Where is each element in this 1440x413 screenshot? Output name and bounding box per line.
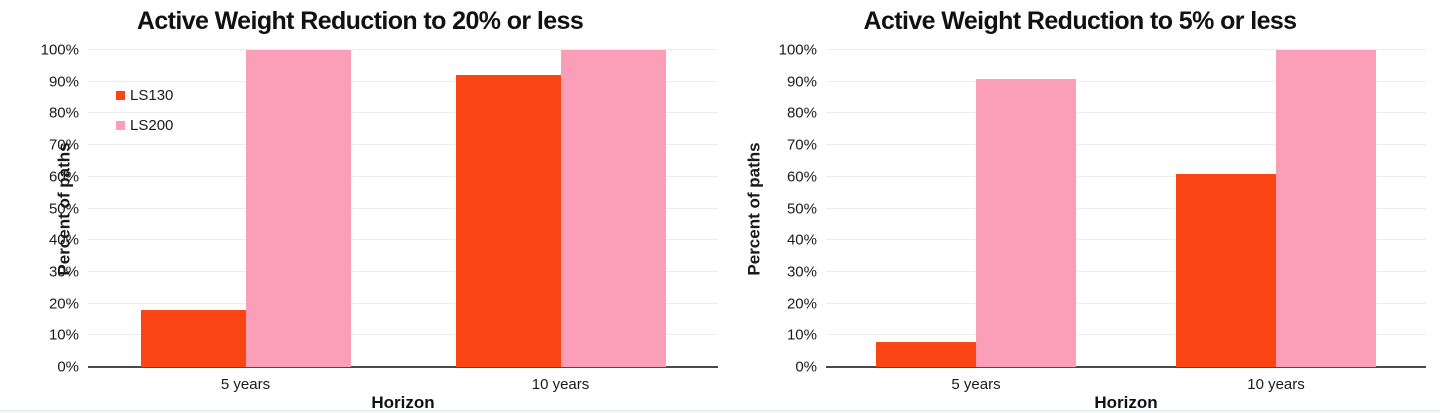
bar-ls200-10-years <box>560 50 666 367</box>
y-tick-label-30: 30% <box>48 263 79 281</box>
bar-ls130-10-years <box>1176 173 1276 367</box>
gridline-10 <box>88 334 718 336</box>
plot-area: Horizon 0% 10% 20% 30% 40% 50% 60% 70% 80% 90% 100… <box>779 43 1426 412</box>
gridline-50 <box>826 207 1426 209</box>
gridline-70 <box>826 144 1426 146</box>
x-tick-label-5-years: 5 years <box>220 376 271 393</box>
y-tick-label-70: 70% <box>48 136 79 154</box>
gridline-40 <box>88 239 718 241</box>
gridline-30 <box>88 270 718 272</box>
bottom-edge-strip <box>0 410 1440 413</box>
gridline-20 <box>88 302 718 304</box>
legend-item-ls200: LS200 <box>116 116 173 134</box>
legend-item-ls130: LS130 <box>116 86 173 104</box>
gridline-80 <box>826 112 1426 114</box>
chart-title: Active Weight Reduction to 5% or less <box>863 7 1298 35</box>
gridline-90 <box>88 80 718 82</box>
gridline-90 <box>826 80 1426 82</box>
legend-label-ls200: LS200 <box>130 116 174 134</box>
bar-ls130-5-years <box>140 309 246 367</box>
x-axis-line <box>88 366 718 368</box>
y-tick-label-50: 50% <box>786 200 817 217</box>
gridline-60 <box>88 175 718 177</box>
y-axis-title: Percent of paths <box>744 50 766 367</box>
gridline-100 <box>826 49 1426 50</box>
y-tick-label-80: 80% <box>786 104 817 122</box>
bar-ls200-5-years <box>976 78 1076 367</box>
x-axis-line <box>826 366 1426 368</box>
plot-area: Horizon 0% 10% 20% 30% 40% 50% 60% 70% 80% 90% 100… <box>41 43 718 412</box>
y-tick-label-0: 0% <box>57 358 79 376</box>
bar-ls130-5-years <box>876 341 976 367</box>
gridline-100 <box>88 49 718 50</box>
gridline-80 <box>88 112 718 114</box>
y-axis-title-text: Percent of paths <box>745 141 765 276</box>
y-tick-label-20: 20% <box>48 295 79 313</box>
legend-swatch-ls200 <box>116 120 125 130</box>
bar-ls200-5-years <box>245 50 351 367</box>
legend-label-ls130: LS130 <box>130 86 174 104</box>
chart-title: Active Weight Reduction to 20% or less <box>136 7 584 35</box>
bar-ls130-10-years <box>455 75 561 367</box>
gridline-60 <box>826 175 1426 177</box>
y-tick-label-100: 100% <box>778 41 817 59</box>
y-tick-label-60: 60% <box>786 168 817 186</box>
y-tick-label-50: 50% <box>48 200 79 217</box>
legend-swatch-ls130 <box>116 90 125 100</box>
gridline-50 <box>88 207 718 209</box>
chart-weight-reduction-5pct: Active Weight Reduction to 5% or less Pe… <box>720 0 1440 412</box>
y-tick-label-20: 20% <box>786 295 817 313</box>
y-tick-label-40: 40% <box>48 231 79 249</box>
chart-weight-reduction-20pct: Active Weight Reduction to 20% or less P… <box>0 0 720 412</box>
y-tick-label-100: 100% <box>40 41 79 59</box>
bar-ls200-10-years <box>1276 50 1376 367</box>
x-axis-title: Horizon <box>371 393 435 412</box>
y-tick-label-10: 10% <box>48 326 79 344</box>
x-tick-label-5-years: 5 years <box>951 376 1001 393</box>
gridline-10 <box>826 334 1426 336</box>
x-axis-title: Horizon <box>1094 393 1158 412</box>
y-tick-label-30: 30% <box>786 263 817 281</box>
y-tick-label-60: 60% <box>48 168 79 186</box>
y-tick-label-40: 40% <box>786 231 817 249</box>
y-tick-label-10: 10% <box>786 326 817 344</box>
gridline-20 <box>826 302 1426 304</box>
y-tick-label-90: 90% <box>48 73 79 91</box>
x-tick-label-10-years: 10 years <box>1247 376 1305 393</box>
y-tick-label-0: 0% <box>795 358 817 376</box>
y-tick-label-70: 70% <box>786 136 817 154</box>
gridline-30 <box>826 270 1426 272</box>
y-tick-label-80: 80% <box>48 104 79 122</box>
y-tick-label-90: 90% <box>786 73 817 91</box>
x-tick-label-10-years: 10 years <box>531 376 590 393</box>
gridline-70 <box>88 144 718 146</box>
gridline-40 <box>826 239 1426 241</box>
legend: LS130 LS200 <box>116 86 173 146</box>
